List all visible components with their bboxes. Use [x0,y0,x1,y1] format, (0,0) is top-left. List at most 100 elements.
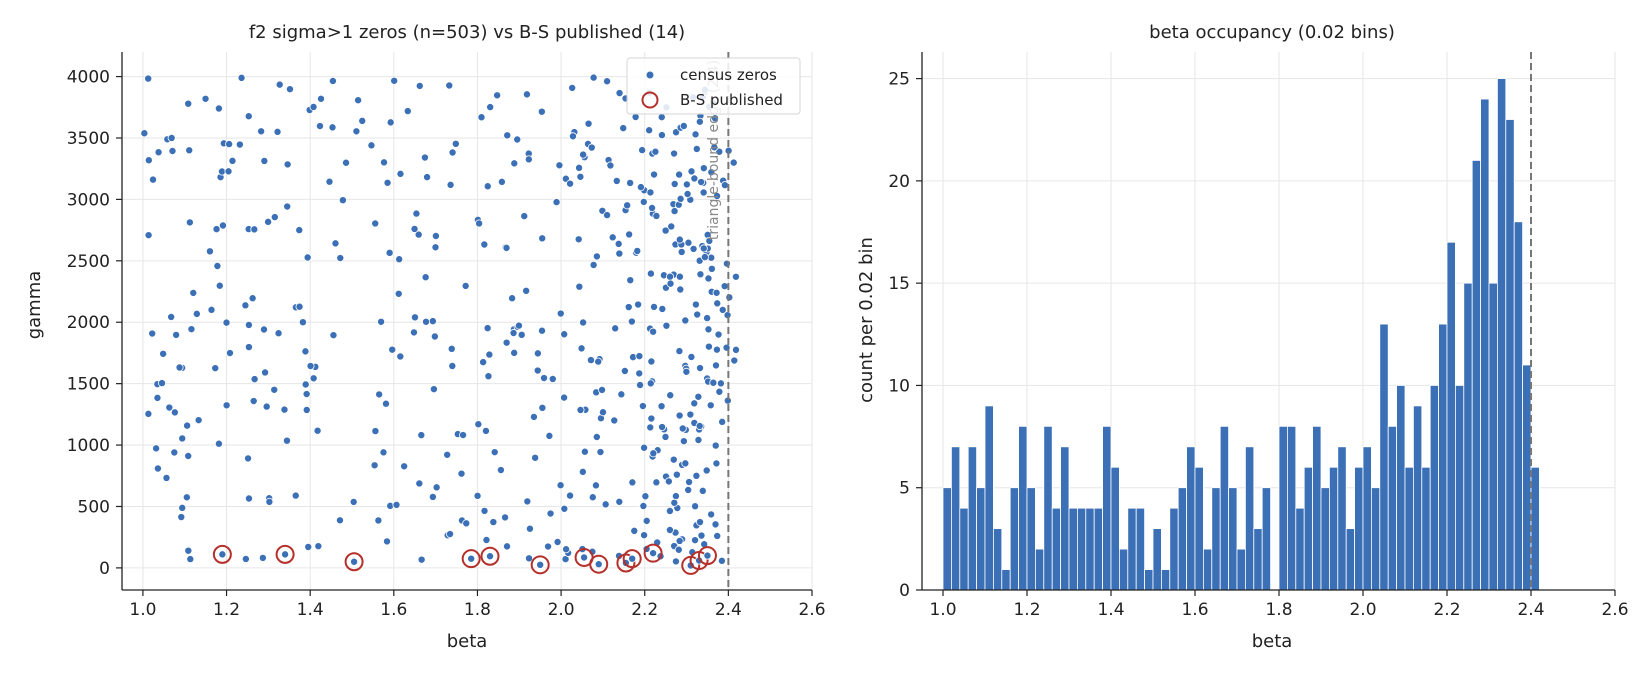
census-zero-point [152,444,161,453]
census-zero-point [588,493,597,502]
census-zero-point [664,477,673,486]
census-zero-point [415,479,424,488]
bs-published-point [212,544,232,564]
census-zero-point [374,516,383,525]
census-zero-point [481,426,490,435]
census-zero-point [303,253,312,262]
scatter-xtick-label: 2.6 [798,600,825,620]
census-zero-point [587,143,596,152]
histogram-bar [1135,507,1145,591]
census-zero-point [667,222,676,231]
census-zero-point [712,459,721,468]
census-zero-point [675,272,684,281]
histogram-bar [942,487,952,591]
census-zero-point [250,375,259,384]
histogram-bar [1018,425,1028,591]
census-zero-point [678,424,687,433]
census-zero-point [451,139,460,148]
census-zero-point [162,473,171,482]
histogram-bar [1245,446,1255,591]
census-zero-point [157,379,166,388]
census-zero-point [598,408,607,417]
census-zero-point [658,304,667,313]
census-zero-point [537,107,546,116]
census-zero-point [144,231,153,240]
census-zero-point [640,531,649,540]
census-zero-point [681,316,690,325]
census-zero-point [508,294,517,303]
histogram-bar [1480,98,1490,591]
census-zero-point [153,393,162,402]
census-zero-point [390,76,399,85]
scatter-ytick-label: 0 [99,559,110,579]
census-zero-point [244,343,253,352]
census-zero-point [205,247,214,256]
census-zero-point [662,321,671,330]
census-zero-point [502,338,511,347]
scatter-ytick-label: 2000 [67,313,110,333]
census-zero-point [410,224,419,233]
census-zero-point [661,226,670,235]
census-zero-point [713,192,722,201]
histogram-bar [1110,466,1120,591]
census-zero-point [370,461,379,470]
census-zero-point [380,158,389,167]
census-zero-point [371,219,380,228]
legend-label-bs: B-S published [680,91,783,109]
census-zero-point [714,330,723,339]
census-zero-point [298,318,307,327]
census-zero-point [686,410,695,419]
histogram-bar [1446,241,1456,591]
census-zero-point [579,318,588,327]
census-zero-point [712,345,721,354]
histogram-bar [959,507,969,591]
census-zero-point [693,310,702,319]
census-zero-point [482,535,491,544]
census-zero-point [140,129,149,138]
census-zero-point [536,560,545,569]
bs-published-point [643,543,663,563]
census-zero-point [691,502,700,511]
census-zero-point [577,344,586,353]
histogram-xlabel: beta [1252,631,1293,652]
census-zero-point [244,454,253,463]
census-zero-point [264,217,273,226]
census-zero-point [178,434,187,443]
census-zero-point [635,352,644,361]
census-zero-point [443,450,452,459]
census-zero-point [412,209,421,218]
census-zero-point [379,448,388,457]
census-zero-point [676,194,685,203]
census-zero-point [325,177,334,186]
census-zero-point [430,332,439,341]
census-zero-point [485,350,494,359]
census-zero-point [445,81,454,90]
census-zero-point [684,238,693,247]
census-zero-point [568,83,577,92]
census-zero-point [431,231,440,240]
census-zero-point [533,349,542,358]
census-zero-point [649,449,658,458]
census-zero-point [159,349,168,358]
census-zero-point [358,116,367,125]
census-zero-point [342,158,351,167]
census-zero-point [497,177,506,186]
census-zero-point [676,285,685,294]
census-zero-point [623,201,632,210]
census-zero-point [186,555,195,564]
census-zero-point [611,324,620,333]
scatter-ytick-label: 4000 [67,68,110,88]
census-zero-point [636,381,645,390]
census-zero-point [183,421,192,430]
census-zero-point [697,531,706,540]
census-zero-point [524,155,533,164]
histogram-ytick-label: 5 [899,479,910,499]
histogram-axes: 1.0 1.2 1.4 1.6 1.8 2.0 2.2 2.4 2.6 0 5 10 15 20 25 [888,52,1629,620]
histogram-bar [1513,221,1523,591]
census-zero-point [592,252,601,261]
census-zero-point [295,226,304,235]
histogram-bar [1127,507,1137,591]
census-zero-point [501,513,510,522]
census-zero-point [520,212,529,221]
census-zero-point [144,74,153,83]
